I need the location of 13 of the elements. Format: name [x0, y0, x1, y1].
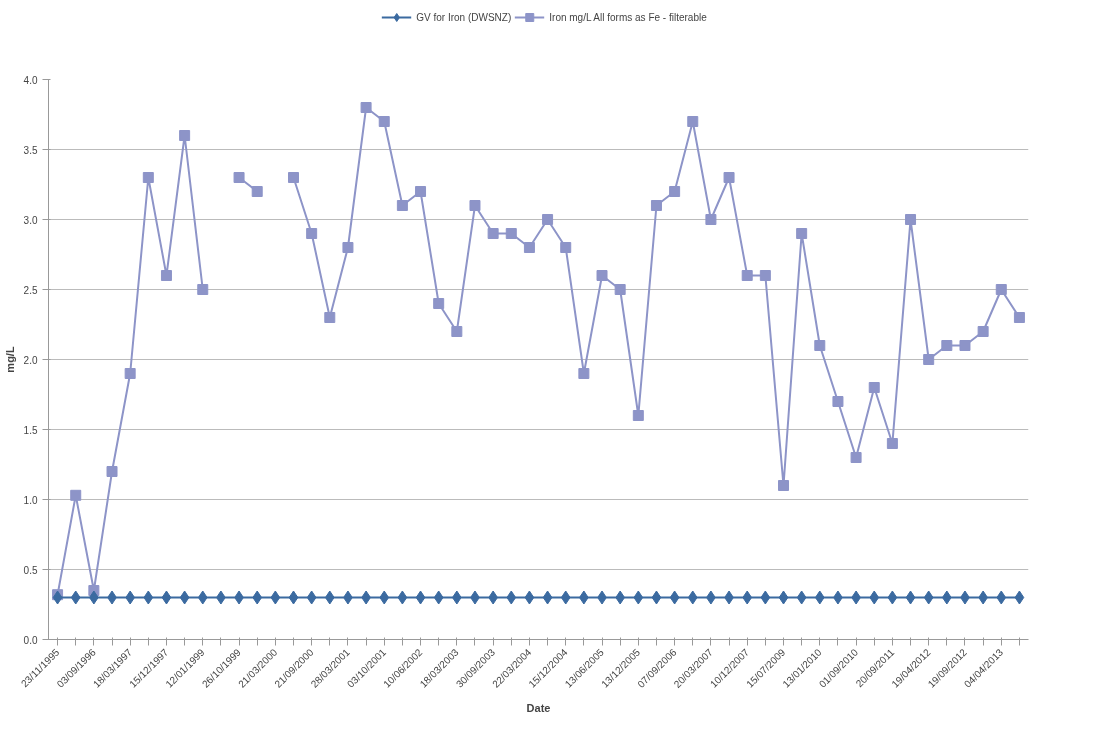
y-tick-label: 2.5 [23, 284, 38, 296]
y-tick-label: 3.0 [23, 214, 38, 226]
legend-label: GV for Iron (DWSNZ) [416, 11, 512, 23]
x-axis-title: Date [526, 701, 551, 714]
y-axis-title: mg/L [3, 346, 16, 373]
legend-label: Iron mg/L All forms as Fe - filterable [549, 11, 707, 23]
y-tick-label: 0.0 [23, 634, 38, 646]
y-tick-label: 1.0 [23, 494, 38, 506]
y-tick-label: 4.0 [23, 74, 38, 86]
y-tick-label: 1.5 [23, 424, 38, 436]
y-tick-label: 3.5 [23, 144, 38, 156]
y-tick-label: 0.5 [23, 564, 38, 576]
y-tick-label: 2.0 [23, 354, 38, 366]
